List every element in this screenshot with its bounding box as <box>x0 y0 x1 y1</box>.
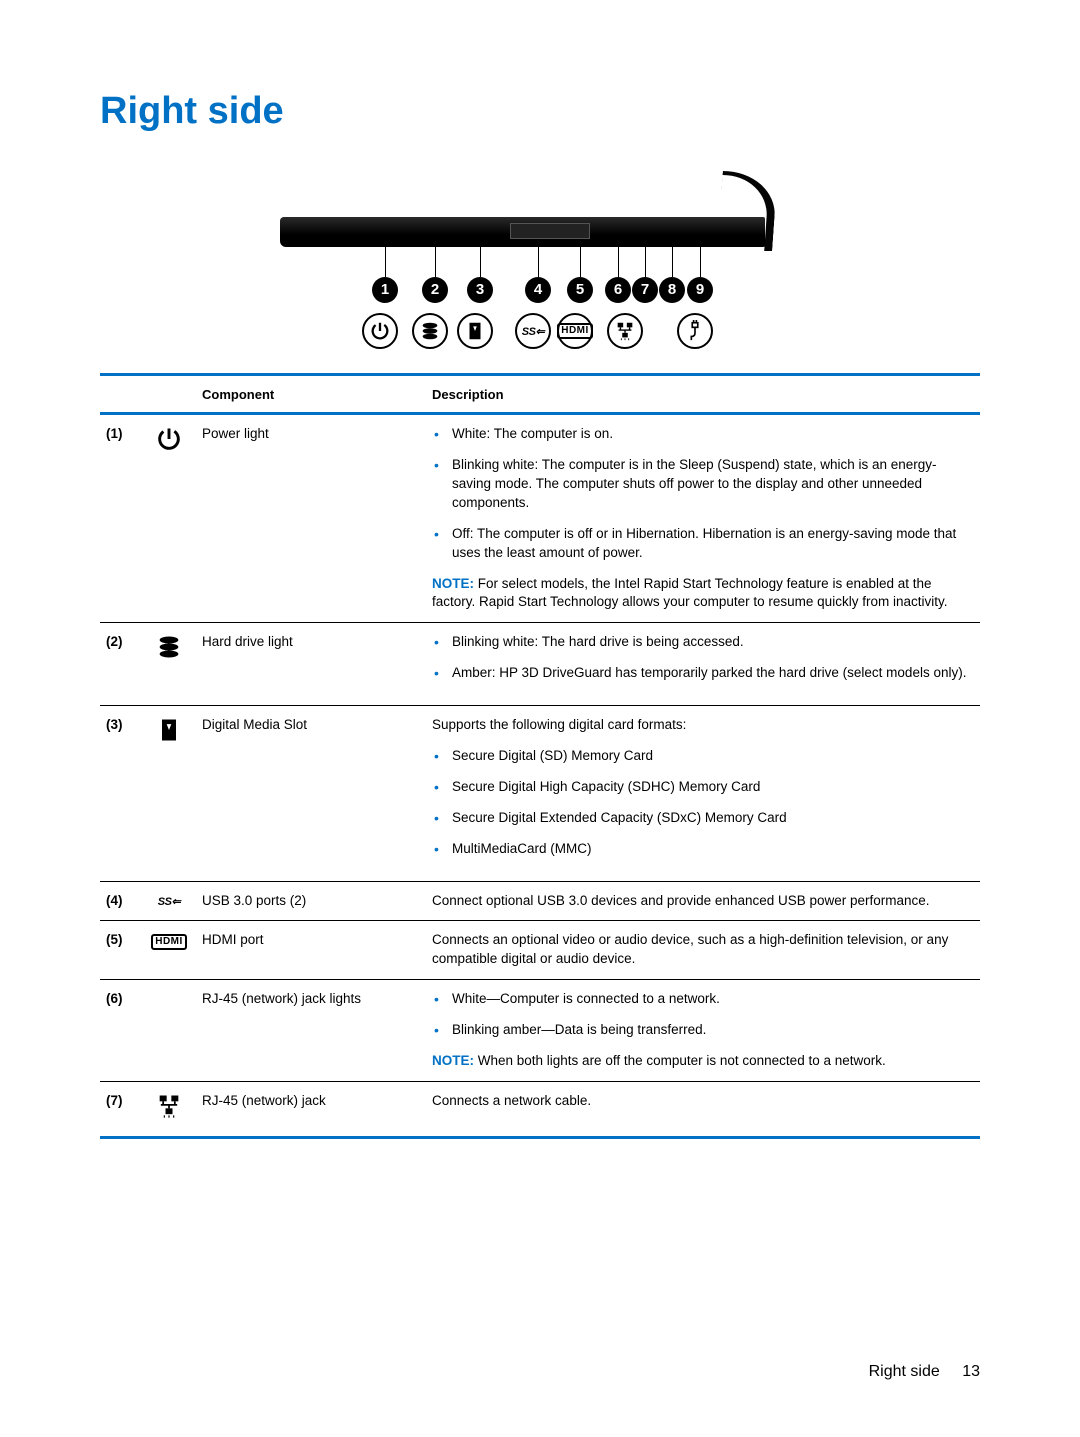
description-list: Blinking white: The hard drive is being … <box>432 633 974 683</box>
component-name: Digital Media Slot <box>196 706 426 881</box>
list-item: Secure Digital High Capacity (SDHC) Memo… <box>432 778 974 797</box>
right-side-illustration: 123 456789 SS⇐HDMI <box>280 165 800 355</box>
callout-badge-6: 6 <box>605 277 631 303</box>
description-note: NOTE: When both lights are off the compu… <box>432 1052 974 1071</box>
page-heading: Right side <box>100 90 980 133</box>
list-item: Amber: HP 3D DriveGuard has temporarily … <box>432 664 974 683</box>
ss-icon: SS⇐ <box>515 313 551 349</box>
callout-badge-9: 9 <box>687 277 713 303</box>
description-list: White—Computer is connected to a network… <box>432 990 974 1040</box>
component-description: Blinking white: The hard drive is being … <box>426 623 980 706</box>
component-description: Supports the following digital card form… <box>426 706 980 881</box>
row-number: (7) <box>100 1081 142 1137</box>
net-icon <box>607 313 643 349</box>
callout-badge-4: 4 <box>525 277 551 303</box>
footer-label: Right side <box>869 1363 940 1380</box>
note-label: NOTE: <box>432 1053 478 1068</box>
row-number: (6) <box>100 980 142 1082</box>
component-description: White: The computer is on. Blinking white… <box>426 414 980 623</box>
hdmi-icon: HDMI <box>557 313 593 349</box>
table-row: (2) Hard drive light Blinking white: The h… <box>100 623 980 706</box>
callout-badge-7: 7 <box>632 277 658 303</box>
description-lead: Supports the following digital card form… <box>432 716 974 735</box>
callout-line <box>580 239 581 277</box>
callout-badge-2: 2 <box>422 277 448 303</box>
table-row: (6) RJ-45 (network) jack lights White—Comp… <box>100 980 980 1082</box>
description-text: Connect optional USB 3.0 devices and pro… <box>432 892 974 911</box>
callout-badge-3: 3 <box>467 277 493 303</box>
component-name: USB 3.0 ports (2) <box>196 881 426 921</box>
row-number: (4) <box>100 881 142 921</box>
description-list: White: The computer is on. Blinking white… <box>432 425 974 562</box>
callout-badge-1: 1 <box>372 277 398 303</box>
description-text: Connects an optional video or audio devi… <box>432 931 974 969</box>
callout-badge-5: 5 <box>567 277 593 303</box>
callout-line <box>645 239 646 277</box>
table-row: (5) HDMI HDMI portConnects an optional vid… <box>100 921 980 980</box>
list-item: White: The computer is on. <box>432 425 974 444</box>
component-name: HDMI port <box>196 921 426 980</box>
callout-line <box>700 239 701 277</box>
callout-line <box>435 239 436 277</box>
row-number: (3) <box>100 706 142 881</box>
plug-icon <box>677 313 713 349</box>
footer-page-number: 13 <box>962 1363 980 1380</box>
list-item: Blinking amber—Data is being transferred… <box>432 1021 974 1040</box>
component-description: Connect optional USB 3.0 devices and pro… <box>426 881 980 921</box>
hdmi-icon: HDMI <box>151 934 187 950</box>
list-item: Secure Digital Extended Capacity (SDxC) … <box>432 809 974 828</box>
hdd-icon <box>412 313 448 349</box>
callout-line <box>672 239 673 277</box>
sd-icon <box>155 716 183 750</box>
hdd-icon <box>155 633 183 667</box>
component-name: Power light <box>196 414 426 623</box>
component-description: White—Computer is connected to a network… <box>426 980 980 1082</box>
component-description: Connects an optional video or audio devi… <box>426 921 980 980</box>
table-row: (4) SS⇐ USB 3.0 ports (2) Connect optional … <box>100 881 980 921</box>
callout-line <box>618 239 619 277</box>
header-description: Description <box>426 375 980 414</box>
table-row: (3) Digital Media Slot Supports the follow… <box>100 706 980 881</box>
callout-line <box>480 239 481 277</box>
component-name: RJ-45 (network) jack <box>196 1081 426 1137</box>
row-number: (2) <box>100 623 142 706</box>
callout-badge-8: 8 <box>659 277 685 303</box>
list-item: Secure Digital (SD) Memory Card <box>432 747 974 766</box>
component-table: Component Description (1)Power lightWhit… <box>100 373 980 1139</box>
list-item: Off: The computer is off or in Hibernati… <box>432 525 974 563</box>
list-item: Blinking white: The hard drive is being … <box>432 633 974 652</box>
component-name: Hard drive light <box>196 623 426 706</box>
net-icon <box>155 1092 183 1126</box>
table-row: (7) RJ-45 (network) jack Connects a networ… <box>100 1081 980 1137</box>
ss-icon: SS⇐ <box>158 895 180 910</box>
row-number: (5) <box>100 921 142 980</box>
description-note: NOTE: For select models, the Intel Rapid… <box>432 575 974 613</box>
table-row: (1)Power lightWhite: The computer is on.… <box>100 414 980 623</box>
note-label: NOTE: <box>432 576 478 591</box>
power-icon <box>155 425 183 459</box>
component-description: Connects a network cable. <box>426 1081 980 1137</box>
power-icon <box>362 313 398 349</box>
header-component: Component <box>196 375 426 414</box>
list-item: White—Computer is connected to a network… <box>432 990 974 1009</box>
callout-line <box>385 239 386 277</box>
page-footer: Right side 13 <box>869 1363 980 1381</box>
list-item: MultiMediaCard (MMC) <box>432 840 974 859</box>
row-number: (1) <box>100 414 142 623</box>
description-text: Connects a network cable. <box>432 1092 974 1111</box>
description-list: Secure Digital (SD) Memory Card Secure Di… <box>432 747 974 859</box>
sd-icon <box>457 313 493 349</box>
component-name: RJ-45 (network) jack lights <box>196 980 426 1082</box>
list-item: Blinking white: The computer is in the S… <box>432 456 974 513</box>
callout-line <box>538 239 539 277</box>
